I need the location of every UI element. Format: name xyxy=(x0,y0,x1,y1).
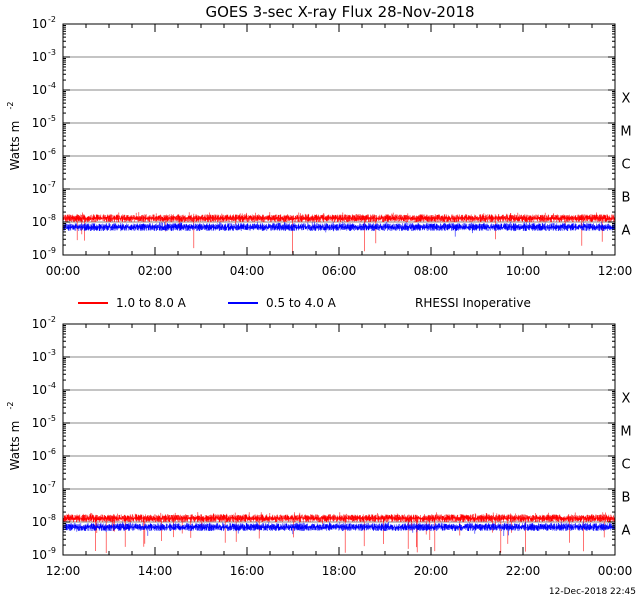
y-tick-exponent: -6 xyxy=(48,147,56,156)
y-tick-exponent: -7 xyxy=(48,180,56,189)
y-tick-exponent: -9 xyxy=(48,246,56,255)
y-tick-exponent: -4 xyxy=(48,381,56,390)
y-tick-label: 10 xyxy=(32,449,47,463)
flare-class-label: M xyxy=(620,425,631,440)
y-tick-label: 10 xyxy=(32,215,47,229)
x-tick-label: 12:00 xyxy=(598,264,633,278)
y-tick-exponent: -8 xyxy=(48,513,56,522)
y-tick-exponent: -5 xyxy=(48,414,56,423)
y-tick-label: 10 xyxy=(32,350,47,364)
x-tick-label: 00:00 xyxy=(598,564,633,578)
y-tick-label: 10 xyxy=(32,515,47,529)
flare-class-label: B xyxy=(622,191,631,206)
flare-class-label: C xyxy=(621,158,630,173)
x-tick-label: 20:00 xyxy=(414,564,449,578)
y-tick-label: 10 xyxy=(32,548,47,562)
legend-note: RHESSI Inoperative xyxy=(415,296,531,310)
plot-frame xyxy=(62,23,616,256)
y-tick-exponent: -4 xyxy=(48,81,56,90)
series-short-wavelength-line xyxy=(62,222,616,237)
legend: 1.0 to 8.0 A 0.5 to 4.0 A RHESSI Inopera… xyxy=(78,296,531,310)
y-tick-exponent: -3 xyxy=(48,48,56,57)
y-tick-exponent: -9 xyxy=(48,546,56,555)
y-tick-exponent: -7 xyxy=(48,480,56,489)
x-tick-label: 16:00 xyxy=(230,564,265,578)
flare-class-label: M xyxy=(620,125,631,140)
plot-frame xyxy=(62,323,616,556)
footer-timestamp: 12-Dec-2018 22:45 xyxy=(549,587,636,597)
flare-class-label: C xyxy=(621,458,630,473)
y-tick-label: 10 xyxy=(32,383,47,397)
y-tick-label: 10 xyxy=(32,317,47,331)
y-axis-title-exponent: -2 xyxy=(6,402,15,410)
x-tick-label: 08:00 xyxy=(414,264,449,278)
legend-red-label: 1.0 to 8.0 A xyxy=(116,296,187,310)
x-tick-label: 06:00 xyxy=(322,264,357,278)
y-axis-title: Watts m xyxy=(8,121,22,171)
x-tick-label: 00:00 xyxy=(46,264,81,278)
y-tick-exponent: -2 xyxy=(48,315,56,324)
x-tick-label: 14:00 xyxy=(138,564,173,578)
y-tick-label: 10 xyxy=(32,248,47,262)
flare-class-label: X xyxy=(622,92,631,107)
y-tick-exponent: -2 xyxy=(48,15,56,24)
y-axis-title-exponent: -2 xyxy=(6,102,15,110)
x-tick-label: 10:00 xyxy=(506,264,541,278)
y-tick-label: 10 xyxy=(32,50,47,64)
y-tick-exponent: -6 xyxy=(48,447,56,456)
y-tick-exponent: -8 xyxy=(48,213,56,222)
x-tick-label: 12:00 xyxy=(46,564,81,578)
y-tick-label: 10 xyxy=(32,17,47,31)
series-long-wavelength-line xyxy=(62,512,616,553)
y-tick-label: 10 xyxy=(32,83,47,97)
y-tick-label: 10 xyxy=(32,182,47,196)
x-tick-label: 04:00 xyxy=(230,264,265,278)
chart-title: GOES 3-sec X-ray Flux 28-Nov-2018 xyxy=(205,3,474,21)
y-tick-label: 10 xyxy=(32,416,47,430)
y-axis-title: Watts m xyxy=(8,421,22,471)
flare-class-label: A xyxy=(622,524,631,539)
y-tick-exponent: -3 xyxy=(48,348,56,357)
y-tick-label: 10 xyxy=(32,482,47,496)
x-tick-label: 18:00 xyxy=(322,564,357,578)
x-tick-label: 22:00 xyxy=(506,564,541,578)
flare-class-label: A xyxy=(622,224,631,239)
x-tick-label: 02:00 xyxy=(138,264,173,278)
flare-class-label: X xyxy=(622,392,631,407)
y-tick-label: 10 xyxy=(32,149,47,163)
y-tick-exponent: -5 xyxy=(48,114,56,123)
y-tick-label: 10 xyxy=(32,116,47,130)
flare-class-label: B xyxy=(622,491,631,506)
series-short-wavelength-line xyxy=(62,522,616,537)
legend-blue-label: 0.5 to 4.0 A xyxy=(266,296,337,310)
